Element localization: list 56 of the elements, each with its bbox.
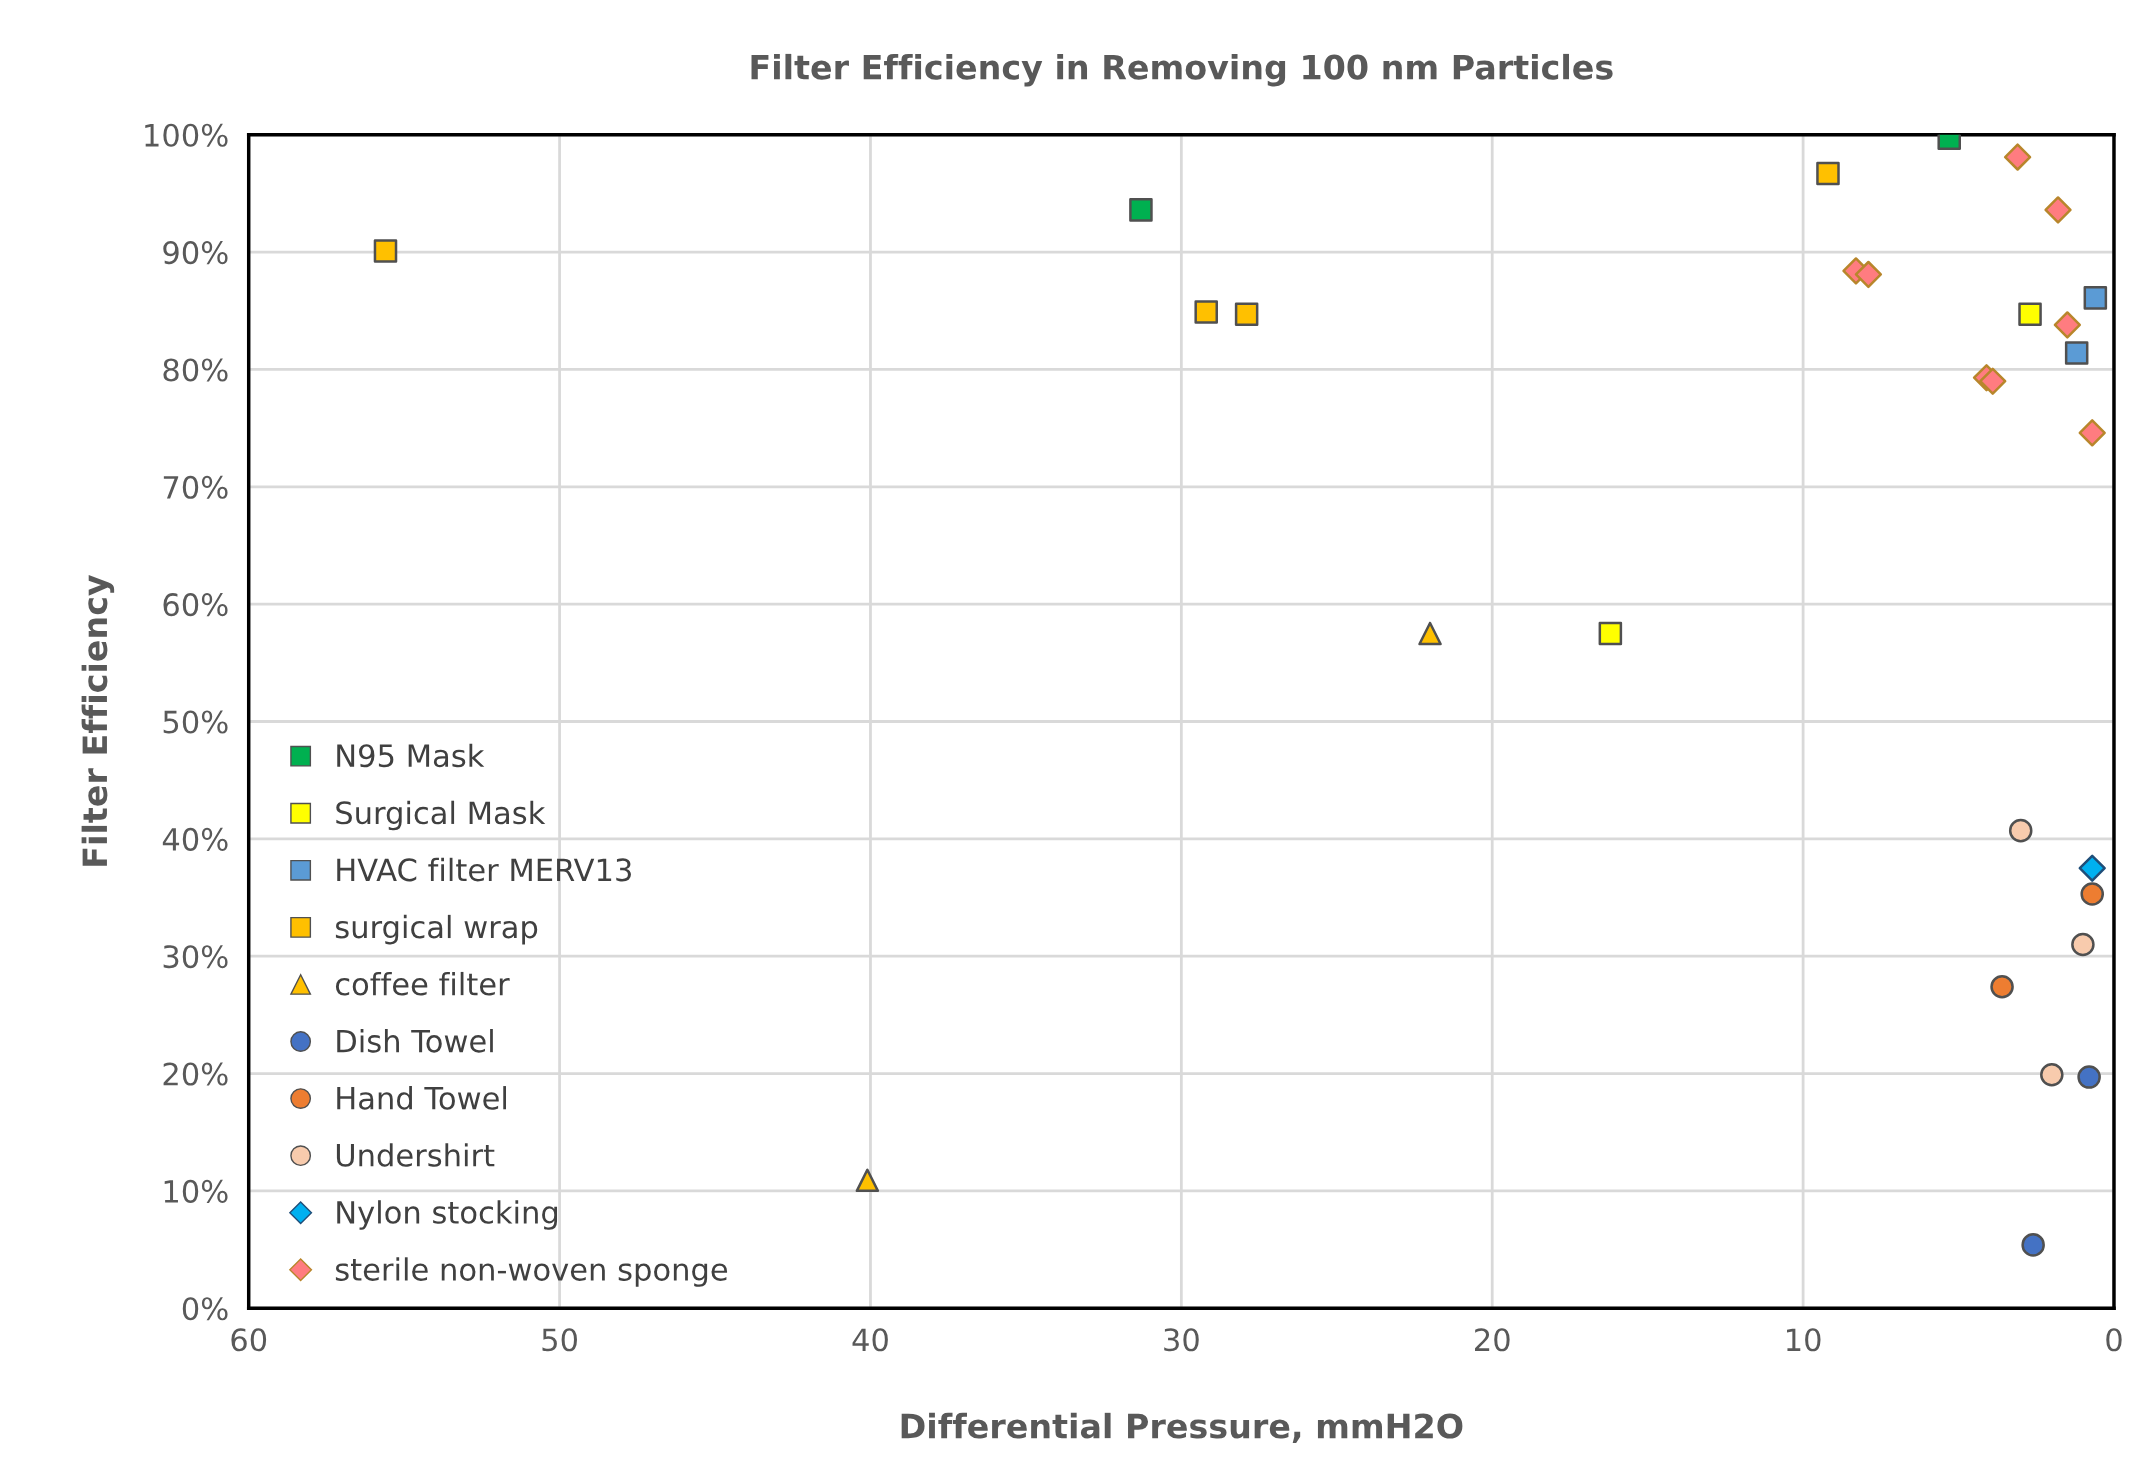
y-tick-label: 90% (163, 241, 228, 265)
point (2077, 1065, 2101, 1089)
point (2003, 143, 2032, 171)
legend-label: Undershirt (336, 1143, 495, 1167)
x-tick-label: 30 (1164, 1328, 1199, 1352)
point (1598, 621, 1623, 646)
x-tick-label: 50 (542, 1328, 577, 1352)
point (2083, 286, 2108, 310)
x-tick-label: 60 (231, 1328, 267, 1352)
y-axis-title: Filter Efficiency (81, 574, 115, 866)
x-tick-label: 10 (1787, 1328, 1821, 1352)
legend-label: surgical wrap (335, 914, 538, 945)
y-tick-label: 60% (163, 593, 228, 617)
point (2044, 196, 2072, 224)
y-tick-label: 50% (163, 710, 228, 734)
y-tick-label: 80% (163, 358, 228, 382)
legend-label: HVAC filter MERV13 (337, 857, 631, 882)
y-tick-label: 0% (182, 1297, 228, 1321)
legend-label: coffee filter (335, 971, 510, 996)
y-tick-label: 100% (145, 123, 228, 147)
point (373, 239, 398, 263)
y-tick-label: 20% (163, 1062, 228, 1086)
y-tick-label: 10% (164, 1179, 228, 1203)
legend-label: Nylon stocking (337, 1200, 558, 1230)
legend-label: Dish Towel (337, 1029, 493, 1053)
point (855, 1168, 880, 1193)
point (2040, 1062, 2064, 1087)
point (2080, 882, 2104, 906)
y-tick-label: 30% (163, 945, 228, 969)
point (2021, 1233, 2045, 1257)
point (1194, 300, 1218, 324)
chart-title: Filter Efficiency in Removing 100 nm Particles (751, 53, 1613, 87)
legend-label: Surgical Mask (336, 800, 546, 831)
point (2078, 419, 2106, 447)
legend-label: sterile non-woven sponge (335, 1257, 728, 1287)
x-axis-title: Differential Pressure, mmH2O (901, 1412, 1463, 1443)
point (2078, 854, 2106, 882)
point (2071, 932, 2095, 957)
point (1979, 367, 2007, 395)
point (1418, 621, 1442, 646)
point (1129, 198, 1153, 222)
point (1854, 260, 1883, 289)
x-tick-label: 40 (852, 1328, 888, 1352)
point (1990, 974, 2014, 999)
point (2018, 302, 2042, 327)
point (1234, 302, 1259, 327)
y-tick-label: 70% (163, 475, 228, 499)
legend-label: Hand Towel (337, 1086, 507, 1110)
legend-label: N95 Mask (337, 743, 485, 768)
point (2008, 818, 2033, 843)
point (2064, 341, 2089, 365)
y-tick-label: 40% (162, 827, 228, 851)
point (2053, 311, 2082, 339)
point (1816, 161, 1840, 186)
x-tick-label: 20 (1475, 1328, 1510, 1352)
x-tick-label: 0 (2106, 1328, 2122, 1352)
